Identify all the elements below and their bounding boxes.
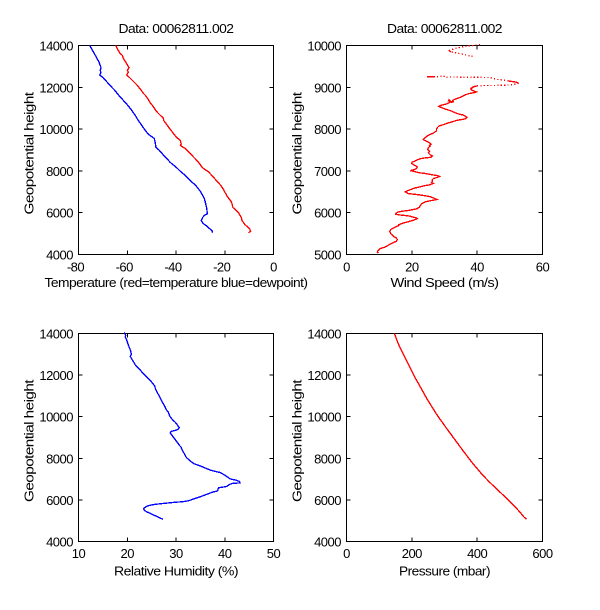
svg-text:Geopotential height: Geopotential height [290,91,305,214]
svg-text:600: 600 [532,546,552,561]
svg-text:0: 0 [270,260,277,275]
svg-text:10: 10 [72,546,86,561]
svg-text:40: 40 [218,546,232,561]
svg-text:Wind Speed (m/s): Wind Speed (m/s) [391,275,499,290]
svg-text:Pressure (mbar): Pressure (mbar) [399,564,490,579]
svg-text:Geopotential height: Geopotential height [22,91,37,214]
svg-text:-20: -20 [213,260,231,275]
svg-text:6000: 6000 [46,206,73,221]
svg-text:6000: 6000 [46,493,73,508]
svg-text:0: 0 [343,546,350,561]
svg-text:10000: 10000 [307,410,341,425]
svg-text:20: 20 [405,260,419,275]
svg-text:6000: 6000 [314,493,341,508]
svg-text:10000: 10000 [39,122,73,137]
svg-text:5000: 5000 [314,248,341,263]
svg-text:4000: 4000 [314,535,341,550]
svg-text:12000: 12000 [39,80,73,95]
svg-text:4000: 4000 [46,248,73,263]
svg-text:200: 200 [402,546,422,561]
svg-text:Relative Humidity (%): Relative Humidity (%) [114,564,238,579]
svg-text:12000: 12000 [39,368,73,383]
svg-text:7000: 7000 [314,164,341,179]
svg-text:60: 60 [536,260,550,275]
svg-text:Geopotential height: Geopotential height [22,379,37,502]
svg-text:-60: -60 [116,260,134,275]
svg-text:400: 400 [467,546,487,561]
svg-text:8000: 8000 [314,451,341,466]
svg-text:6000: 6000 [314,206,341,221]
svg-text:14000: 14000 [39,39,73,54]
svg-text:4000: 4000 [46,535,73,550]
svg-text:8000: 8000 [314,122,341,137]
svg-text:-40: -40 [164,260,182,275]
svg-text:8000: 8000 [46,451,73,466]
svg-text:14000: 14000 [39,327,73,342]
svg-text:0: 0 [343,260,350,275]
svg-text:14000: 14000 [307,327,341,342]
svg-text:50: 50 [267,546,281,561]
svg-text:Data: 00062811.002: Data: 00062811.002 [119,21,234,36]
svg-text:10000: 10000 [307,39,341,54]
svg-text:-80: -80 [67,260,85,275]
svg-text:Geopotential height: Geopotential height [290,379,305,502]
svg-text:9000: 9000 [314,80,341,95]
svg-text:Data: 00062811.002: Data: 00062811.002 [387,21,502,36]
svg-text:12000: 12000 [307,368,341,383]
svg-text:30: 30 [169,546,183,561]
svg-text:10000: 10000 [39,410,73,425]
svg-text:40: 40 [470,260,484,275]
svg-text:Temperature (red=temperature b: Temperature (red=temperature blue=dewpoi… [45,275,308,290]
svg-text:8000: 8000 [46,164,73,179]
svg-text:20: 20 [121,546,135,561]
